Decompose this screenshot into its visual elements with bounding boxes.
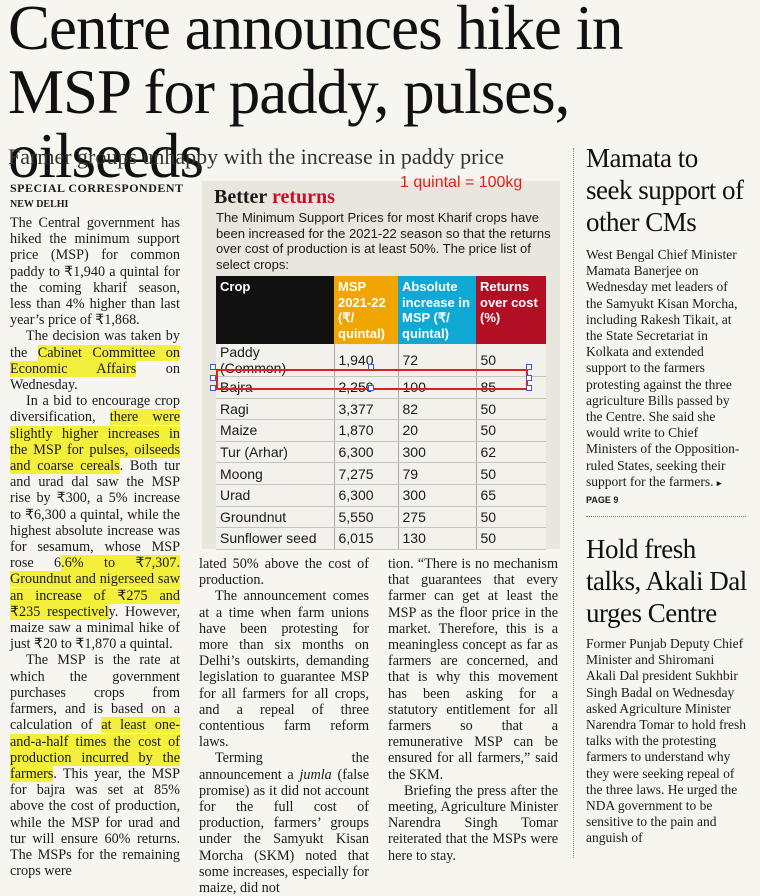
table-cell: 50 <box>475 527 546 550</box>
table-cell: Ragi <box>216 398 334 421</box>
table-cell: 1,940 <box>333 344 398 377</box>
table-cell: Maize <box>216 419 334 442</box>
resize-handle-tl[interactable] <box>210 364 216 370</box>
table-cell: 3,377 <box>333 398 398 421</box>
table-header-crop: Crop <box>216 276 334 344</box>
table-row: Groundnut 5,550 275 50 <box>216 506 546 529</box>
table-row: Sunflower seed 6,015 130 50 <box>216 527 546 550</box>
table-row: Paddy (Common) 1,940 72 50 <box>216 344 546 377</box>
table-cell: 50 <box>475 506 546 529</box>
table-cell: Groundnut <box>216 506 334 529</box>
table-cell: Bajra <box>216 376 334 399</box>
table-row: Bajra 2,250 100 85 <box>216 376 546 399</box>
article-column-1: The Central government has hiked the min… <box>10 215 181 880</box>
table-cell: 50 <box>475 419 546 442</box>
table-cell: 7,275 <box>333 462 398 485</box>
resize-handle-br[interactable] <box>526 385 532 391</box>
table-cell: 2,250 <box>333 376 398 399</box>
table-row: Maize 1,870 20 50 <box>216 419 546 442</box>
table-cell: 1,870 <box>333 419 398 442</box>
subhead: Farmer groups unhappy with the increase … <box>8 144 505 169</box>
table-row: Moong 7,275 79 50 <box>216 462 546 485</box>
column-divider <box>573 148 574 858</box>
table-cell: 5,550 <box>333 506 398 529</box>
table-cell: Sunflower seed <box>216 527 334 550</box>
table-cell: 50 <box>475 462 546 485</box>
table-cell: 65 <box>475 484 546 507</box>
article-paragraph: The Central government has hiked the min… <box>10 215 180 329</box>
table-cell: 85 <box>475 376 546 399</box>
resize-handle-tm[interactable] <box>368 364 374 370</box>
table-cell: 50 <box>475 344 546 377</box>
table-cell: 6,300 <box>333 441 398 464</box>
article-paragraph: Terming the announcement a jumla (false … <box>199 750 369 896</box>
article-paragraph: Briefing the press after the meeting, Ag… <box>388 782 558 864</box>
msp-table: Crop MSP 2021-22 (₹/ quintal) Absolute i… <box>216 276 546 550</box>
table-row: Tur (Arhar) 6,300 300 62 <box>216 441 546 464</box>
table-cell: Tur (Arhar) <box>216 441 334 464</box>
table-row: Urad 6,300 300 65 <box>216 484 546 507</box>
side-story-2-title: Hold fresh talks, Akali Dal urges Centre <box>586 534 747 628</box>
table-cell: Urad <box>216 484 334 507</box>
box-intro: The Minimum Support Prices for most Khar… <box>216 210 551 272</box>
table-cell: 6,300 <box>333 484 398 507</box>
article-column-2: lated 50% above the cost of production. … <box>199 556 369 896</box>
side-story-1-body: West Bengal Chief Minister Mamata Banerj… <box>586 247 740 506</box>
resize-handle-ml[interactable] <box>210 375 216 381</box>
resize-handle-bl[interactable] <box>210 385 216 391</box>
byline: SPECIAL CORRESPONDENT <box>10 181 184 195</box>
table-cell: 72 <box>397 344 476 377</box>
article-paragraph: The announcement comes at a time when fa… <box>199 588 369 751</box>
table-cell: 130 <box>397 527 476 550</box>
dotted-separator <box>586 516 746 517</box>
headline: Centre announces hike in MSP for paddy, … <box>8 0 624 191</box>
table-cell: 6,015 <box>333 527 398 550</box>
table-header-msp: MSP 2021-22 (₹/ quintal) <box>334 276 398 344</box>
quintal-annotation: 1 quintal = 100kg <box>400 174 523 191</box>
table-header-returns: Returns over cost (%) <box>476 276 546 344</box>
resize-handle-tr[interactable] <box>526 364 532 370</box>
table-header-increase: Absolute increase in MSP (₹/ quintal) <box>398 276 476 344</box>
table-cell: 300 <box>397 484 476 507</box>
dateline: NEW DELHI <box>10 199 69 210</box>
article-paragraph: The decision was taken by the Cabinet Co… <box>10 328 180 394</box>
resize-handle-mr[interactable] <box>526 375 532 381</box>
article-paragraph: tion. “There is no mechanism that guaran… <box>388 556 558 783</box>
table-cell: 79 <box>397 462 476 485</box>
table-row: Ragi 3,377 82 50 <box>216 398 546 421</box>
resize-handle-bm[interactable] <box>368 385 374 391</box>
table-cell: 50 <box>475 398 546 421</box>
page-reference: ▸ PAGE 9 <box>586 477 722 506</box>
article-paragraph: lated 50% above the cost of production. <box>199 556 369 589</box>
table-cell: 300 <box>397 441 476 464</box>
side-story-2-body: Former Punjab Deputy Chief Minister and … <box>586 636 746 846</box>
table-cell: Paddy (Common) <box>216 344 334 377</box>
article-paragraph: The MSP is the rate at which the governm… <box>10 652 181 880</box>
side-story-1-title: Mamata to seek support of other CMs <box>586 143 744 237</box>
article-paragraph: In a bid to encourage crop diversificati… <box>10 393 180 653</box>
table-cell: 82 <box>397 398 476 421</box>
table-cell: 275 <box>397 506 476 529</box>
article-column-3: tion. “There is no mechanism that guaran… <box>388 556 558 864</box>
table-cell: 62 <box>475 441 546 464</box>
table-cell: 20 <box>397 419 476 442</box>
table-cell: 100 <box>397 376 476 399</box>
box-title: Better returns <box>214 186 335 208</box>
table-cell: Moong <box>216 462 334 485</box>
